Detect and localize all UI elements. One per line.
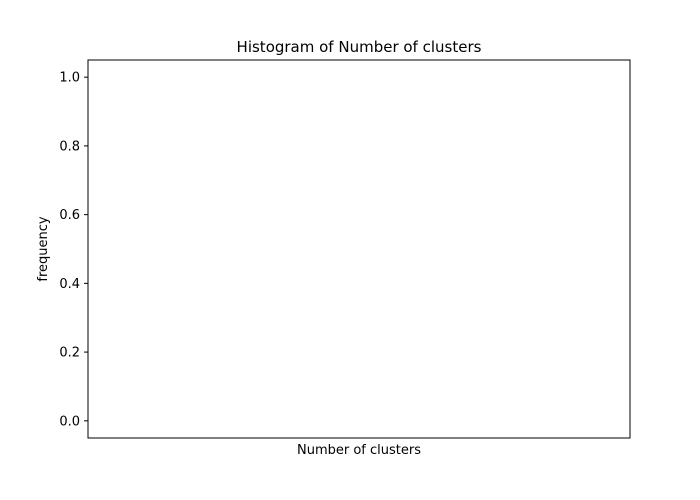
y-axis-label: frequency <box>36 216 51 282</box>
x-axis-label: Number of clusters <box>297 443 421 458</box>
y-tick-label: 0.4 <box>59 277 80 292</box>
chart-title: Histogram of Number of clusters <box>237 38 482 56</box>
y-tick-label: 0.8 <box>59 139 80 154</box>
y-tick-label: 1.0 <box>59 71 80 86</box>
y-tick-label: 0.2 <box>59 346 80 361</box>
plot-area-frame <box>87 59 631 439</box>
y-tick-label: 0.0 <box>59 414 80 429</box>
y-tick-label: 0.6 <box>59 208 80 223</box>
y-axis-ticks: 0.0 0.2 0.4 0.6 0.8 1.0 <box>59 71 88 429</box>
